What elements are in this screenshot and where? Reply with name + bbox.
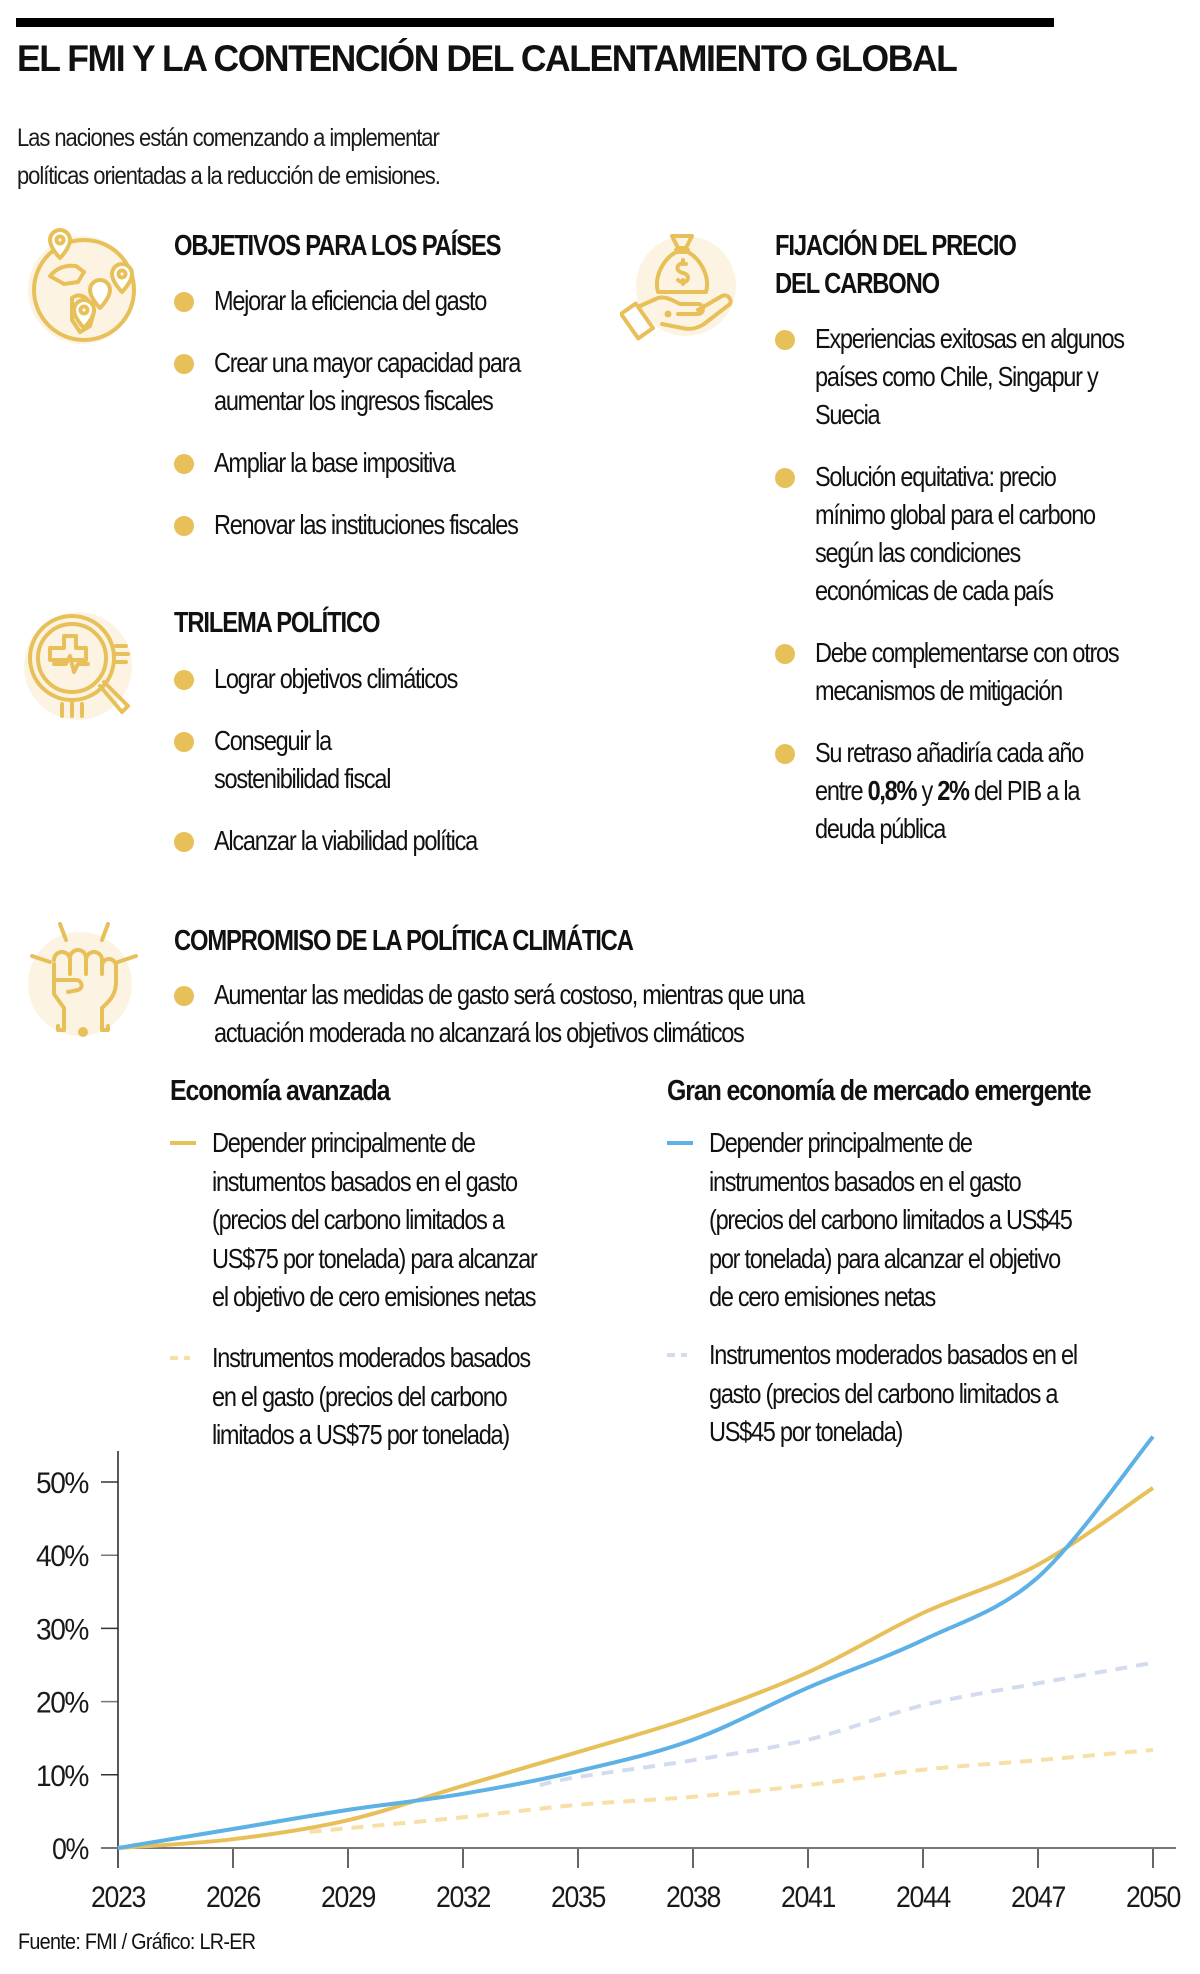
compromiso-list: Aumentar las medidas de gasto será costo… <box>174 976 994 1052</box>
bullet-dot-icon <box>174 670 194 690</box>
bullet-dot-icon <box>174 292 194 312</box>
bullet-dot-icon <box>775 468 795 488</box>
list-item: Lograr objetivos climáticos <box>174 660 594 698</box>
solid-series-line <box>117 1435 1155 1850</box>
section-heading-trilema: TRILEMA POLÍTICO <box>174 607 380 639</box>
y-tick-label: 50% <box>36 1467 89 1500</box>
legend-heading-emerging: Gran economía de mercado emergente <box>667 1075 1092 1107</box>
precio-list: Experiencias exitosas en algunos países c… <box>775 320 1195 848</box>
page-title: EL FMI Y LA CONTENCIÓN DEL CALENTAMIENTO… <box>17 38 958 79</box>
raised-fist-icon <box>20 920 140 1040</box>
solid-series-line <box>117 1486 1155 1850</box>
list-item: Experiencias exitosas en algunos países c… <box>775 320 1195 434</box>
x-tick-label: 2047 <box>1011 1881 1066 1914</box>
bullet-dot-icon <box>775 644 795 664</box>
y-tick-label: 10% <box>36 1760 89 1793</box>
list-item: Alcanzar la viabilidad política <box>174 822 594 860</box>
list-item: Debe complementarse con otros mecanismos … <box>775 634 1195 710</box>
list-item: Ampliar la base impositiva <box>174 444 594 482</box>
section-heading-precio: FIJACIÓN DEL PRECIO DEL CARBONO <box>775 230 1017 300</box>
x-axis-ticks: 2023 2026 2029 2032 2035 2038 2041 2044 2047 2050 <box>91 1848 1182 1914</box>
y-tick-label: 0% <box>52 1833 89 1866</box>
trilema-list: Lograr objetivos climáticos Conseguir la… <box>174 660 594 860</box>
y-tick-label: 30% <box>36 1613 89 1646</box>
chart-series <box>117 1435 1155 1850</box>
legend-item-advanced-dashed: Instrumentos moderados basados en el gas… <box>170 1339 652 1455</box>
list-item: Su retraso añadiría cada año entre 0,8% y… <box>775 734 1195 848</box>
bullet-dot-icon <box>174 986 194 1006</box>
x-tick-label: 2050 <box>1126 1881 1181 1914</box>
money-bag-hand-icon <box>620 228 740 348</box>
bullet-dot-icon <box>174 516 194 536</box>
list-item: Solución equitativa: precio mínimo global… <box>775 458 1195 610</box>
dashed-gold-line-icon <box>170 1356 178 1360</box>
dashed-series-line <box>309 1747 1154 1834</box>
bullet-dot-icon <box>174 832 194 852</box>
bullet-dot-icon <box>174 732 194 752</box>
list-item: Renovar las instituciones fiscales <box>174 506 594 544</box>
bullet-dot-icon <box>775 744 795 764</box>
x-tick-label: 2038 <box>666 1881 721 1914</box>
legend-item-emerging-dashed: Instrumentos moderados basados en el gas… <box>667 1336 1200 1452</box>
x-tick-label: 2023 <box>91 1881 146 1914</box>
solid-blue-line-icon <box>667 1141 693 1145</box>
line-chart: 0%10%20%30%40%50% 2023 2026 2029 2032 2035 20… <box>36 1435 1182 1914</box>
subtitle: Las naciones están comenzando a implemen… <box>17 124 441 190</box>
list-item: Conseguir la sostenibilidad fiscal <box>174 722 594 798</box>
bullet-dot-icon <box>775 330 795 350</box>
x-tick-label: 2026 <box>206 1881 261 1914</box>
y-tick-label: 20% <box>36 1687 89 1720</box>
dashed-series-line <box>539 1660 1154 1787</box>
bullet-dot-icon <box>174 354 194 374</box>
section-heading-compromiso: COMPROMISO DE LA POLÍTICA CLIMÁTICA <box>174 925 634 957</box>
top-rule <box>16 18 1054 27</box>
x-tick-label: 2035 <box>551 1881 606 1914</box>
x-tick-label: 2029 <box>321 1881 376 1914</box>
highlight-value: 2% <box>937 775 970 806</box>
section-heading-objetivos: OBJETIVOS PARA LOS PAÍSES <box>174 230 501 262</box>
highlight-value: 0,8% <box>867 775 918 806</box>
legend-heading-advanced: Economía avanzada <box>170 1075 391 1107</box>
list-item: Crear una mayor capacidad para aumentar l… <box>174 344 594 420</box>
bullet-dot-icon <box>174 454 194 474</box>
magnifier-chart-icon <box>20 608 140 728</box>
legend-item-emerging-solid: Depender principalmente de instrumentos … <box>667 1124 1200 1317</box>
dashed-blue-line-icon <box>667 1353 675 1357</box>
x-tick-label: 2032 <box>436 1881 491 1914</box>
y-tick-label: 40% <box>36 1540 89 1573</box>
objetivos-list: Mejorar la eficiencia del gasto Crear un… <box>174 282 594 544</box>
globe-map-pins-icon <box>20 228 140 348</box>
x-tick-label: 2044 <box>896 1881 951 1914</box>
list-item: Aumentar las medidas de gasto será costo… <box>174 976 994 1052</box>
x-tick-label: 2041 <box>781 1881 836 1914</box>
legend-item-advanced-solid: Depender principalmente de instumentos b… <box>170 1124 652 1317</box>
y-axis-ticks: 0% 10% 20% 30% 40% 50% <box>36 1467 118 1866</box>
solid-gold-line-icon <box>170 1141 196 1145</box>
source-credit: Fuente: FMI / Gráfico: LR-ER <box>18 1929 256 1954</box>
list-item: Mejorar la eficiencia del gasto <box>174 282 594 320</box>
